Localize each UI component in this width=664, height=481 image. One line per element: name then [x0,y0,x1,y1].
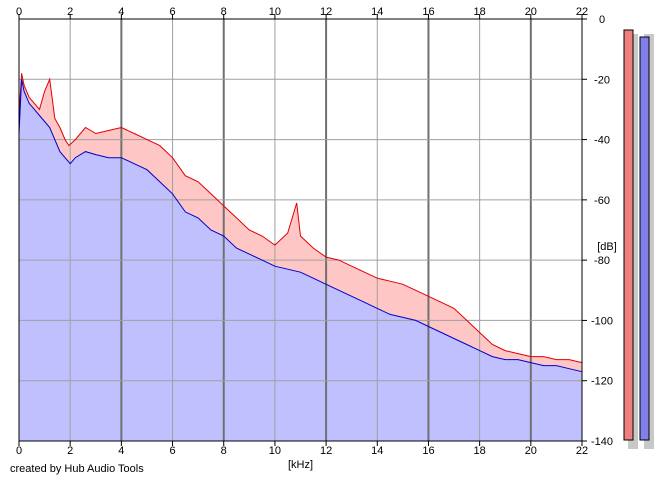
x-tick-label-bottom: 4 [118,445,124,457]
x-tick-label-top: 20 [525,6,537,18]
x-tick-label-top: 6 [169,6,175,18]
y-tick-label: -80 [594,255,610,267]
x-tick-label-bottom: 0 [16,445,22,457]
x-tick-label-bottom: 8 [221,445,227,457]
level-meters [623,29,654,449]
series-line-2 [18,79,583,373]
y-tick-label: -60 [594,195,610,207]
y-tick-label: -140 [591,436,613,448]
x-tick-label-top: 16 [422,6,434,18]
plot-border [18,18,583,442]
x-tick-label-bottom: 2 [67,445,73,457]
plot-frame [18,18,583,442]
y-tick-label: -100 [591,315,613,327]
x-tick-label-top: 0 [16,6,22,18]
x-tick-label-top: 10 [269,6,281,18]
x-tick-label-bottom: 22 [576,445,588,457]
x-tick-label-bottom: 14 [371,445,383,457]
meter-bar-1 [623,29,634,441]
x-tick-label-top: 12 [320,6,332,18]
x-tick-label-bottom: 18 [474,445,486,457]
y-tick-label: -40 [594,135,610,147]
x-tick-label-top: 22 [576,6,588,18]
x-tick-label-top: 18 [474,6,486,18]
x-tick-label-bottom: 6 [169,445,175,457]
x-tick-label-bottom: 16 [422,445,434,457]
y-tick-label: -120 [591,376,613,388]
x-tick-label-top: 14 [371,6,383,18]
y-tick-label: -20 [594,74,610,86]
y-axis-ticks: 0 -20 -40 -60 -80 -100 -120 -140 [582,14,613,448]
x-tick-label-bottom: 20 [525,445,537,457]
x-tick-label-top: 2 [67,6,73,18]
series-fills [19,73,582,442]
series-lines [18,73,583,373]
x-tick-label-top: 8 [221,6,227,18]
x-tick-label-bottom: 12 [320,445,332,457]
y-axis-label: [dB] [597,241,617,253]
x-tick-label-bottom: 10 [269,445,281,457]
grid-lines [19,19,582,441]
y-tick-label: 0 [599,14,605,26]
series-line-1 [18,73,583,364]
meter-bar-2 [639,36,650,441]
x-tick-label-top: 4 [118,6,124,18]
credit-text: created by Hub Audio Tools [10,463,144,475]
series-fill-2 [19,79,582,442]
x-axis-label: [kHz] [288,459,313,471]
